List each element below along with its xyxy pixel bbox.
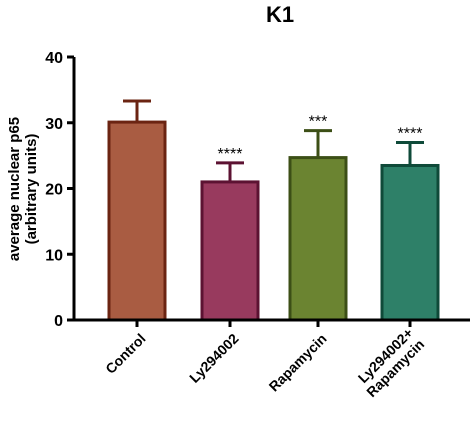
x-tick-label-3: Ly294002+Rapamycin <box>355 325 428 400</box>
bar-3 <box>380 163 440 322</box>
bar-2 <box>288 156 348 322</box>
x-tick-label-1: Ly294002 <box>186 330 242 386</box>
y-tick-label-1: 10 <box>45 247 63 264</box>
significance-label-1: **** <box>218 146 243 163</box>
significance-label-2: *** <box>309 114 328 131</box>
significance-label-3: **** <box>398 125 423 142</box>
y-axis-label: average nuclear p65 (arbitrary units) <box>6 117 40 261</box>
y-tick-label-3: 30 <box>45 116 63 133</box>
y-axis-label-line2: (arbitrary units) <box>23 134 40 245</box>
bar-0 <box>107 120 167 322</box>
x-tick-label-0: Control <box>102 330 149 377</box>
x-tick-label-2: Rapamycin <box>266 330 330 394</box>
bar-1 <box>200 180 260 322</box>
y-tick-label-4: 40 <box>45 50 63 67</box>
y-tick-label-0: 0 <box>54 313 63 330</box>
y-tick-label-2: 20 <box>45 182 63 199</box>
x-tick-label-1-line-0: Ly294002 <box>186 330 242 386</box>
chart-title: K1 <box>266 2 294 27</box>
y-axis-label-line1: average nuclear p65 <box>6 117 23 261</box>
x-tick-label-0-line-0: Control <box>102 330 149 377</box>
x-tick-label-2-line-0: Rapamycin <box>266 330 330 394</box>
